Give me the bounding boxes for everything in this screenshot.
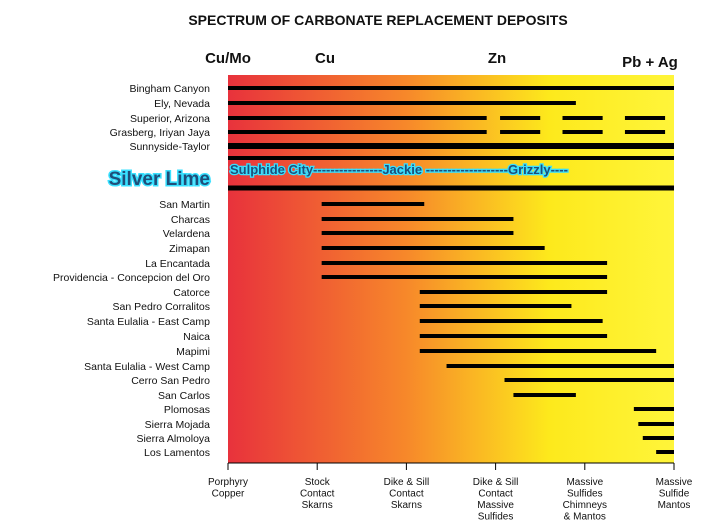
x-tick-label-4-line-3: & Mantos [564, 512, 606, 523]
bar-superior-arizona-3 [624, 116, 666, 120]
x-tick-label-4-line-0: Massive [566, 477, 603, 488]
silver-lime-label: Silver Lime [109, 169, 210, 190]
x-tick-label-0-line-1: Copper [212, 489, 245, 500]
x-tick-label-0-line-0: Porphyry [208, 477, 248, 488]
bar-superior-arizona-2 [562, 116, 603, 120]
x-tick-label-1-line-0: Stock [305, 477, 331, 488]
bar-los-lamentos-0 [656, 450, 674, 454]
x-tick-label-5-line-2: Mantos [658, 500, 691, 511]
row-label-la-encantada: La Encantada [145, 258, 210, 270]
bar-mapimi-0 [419, 349, 657, 353]
bar-san-martin-0 [321, 202, 425, 206]
row-label-zimapan: Zimapan [169, 243, 210, 255]
x-tick-label-1: Stock Contact Skarns [300, 477, 335, 511]
bar-catorce-0 [419, 290, 608, 294]
row-label-providencia-concepcion-del-oro: Providencia - Concepcion del Oro [53, 272, 210, 284]
x-tick-label-3-line-0: Dike & Sill [473, 477, 519, 488]
x-tick-label-5: Massive Sulfide Mantos [656, 477, 693, 511]
bar-san-carlos-0 [513, 393, 576, 397]
bar-velardena-0 [321, 231, 514, 235]
bar-sierra-almoloya-0 [642, 436, 674, 440]
x-tick-label-2-line-0: Dike & Sill [384, 477, 430, 488]
bar-zimapan-0 [321, 246, 545, 250]
x-tick-label-3-line-1: Contact [478, 489, 513, 500]
row-label-san-martin: San Martin [159, 199, 210, 211]
bar-superior-arizona-1 [500, 116, 541, 120]
bar-ely-nevada-0 [228, 101, 576, 105]
deposit-rows: Bingham Canyon Ely, Nevada Superior, Arizo… [53, 83, 674, 459]
bar-naica-0 [419, 334, 608, 338]
zone-label-pb-ag: Pb + Ag [622, 54, 678, 71]
x-tick-label-4: Massive Sulfides Chimneys & Mantos [563, 477, 607, 523]
bar-plomosas-0 [633, 407, 674, 411]
bar-providencia-concepcion-del-oro-0 [321, 275, 608, 279]
row-label-naica: Naica [183, 331, 210, 343]
x-tick-label-2-line-2: Skarns [391, 500, 422, 511]
x-tick-label-3: Dike & Sill Contact Massive Sulfides [473, 477, 519, 523]
x-tick-label-2-line-1: Contact [389, 489, 424, 500]
x-tick-label-1-line-1: Contact [300, 489, 335, 500]
bar-grasberg-iriyan-jaya-1 [500, 130, 541, 134]
bar-bingham-canyon-0 [228, 86, 674, 90]
silver-lime-band-text: Sulphide City----------------Jackie ----… [230, 162, 568, 177]
row-label-charcas: Charcas [171, 214, 210, 226]
bar-santa-eulalia-east-camp-0 [419, 319, 603, 323]
row-label-velardena: Velardena [163, 228, 210, 240]
bar-cerro-san-pedro-0 [504, 378, 674, 382]
row-label-sierra-mojada: Sierra Mojada [145, 419, 211, 431]
bar-grasberg-iriyan-jaya-0 [228, 130, 487, 134]
x-tick-label-2: Dike & Sill Contact Skarns [384, 477, 430, 511]
bar-superior-arizona-0 [228, 116, 487, 120]
x-tick-label-1-line-2: Skarns [302, 500, 333, 511]
x-tick-label-5-line-0: Massive [656, 477, 693, 488]
zone-label-zn: Zn [488, 50, 506, 67]
row-label-grasberg-iriyan-jaya: Grasberg, Iriyan Jaya [110, 127, 211, 139]
row-label-santa-eulalia-west-camp: Santa Eulalia - West Camp [84, 361, 210, 373]
bar-grasberg-iriyan-jaya-2 [562, 130, 603, 134]
row-label-catorce: Catorce [173, 287, 210, 299]
zone-label-cu: Cu [315, 50, 335, 67]
spectrum-gradient-panel [228, 75, 674, 463]
x-tick-label-5-line-1: Sulfide [659, 489, 690, 500]
row-label-sierra-almoloya: Sierra Almoloya [136, 433, 210, 445]
bar-santa-eulalia-west-camp-0 [446, 364, 674, 368]
row-label-mapimi: Mapimi [176, 346, 210, 358]
bar-charcas-0 [321, 217, 514, 221]
bar-sunnyside-taylor-0 [228, 143, 674, 149]
x-tick-label-3-line-3: Sulfides [478, 512, 514, 523]
row-label-bingham-canyon: Bingham Canyon [129, 83, 210, 95]
row-label-santa-eulalia-east-camp: Santa Eulalia - East Camp [87, 316, 210, 328]
chart-title: SPECTRUM OF CARBONATE REPLACEMENT DEPOSI… [188, 12, 567, 28]
row-label-san-pedro-corralitos: San Pedro Corralitos [113, 301, 210, 313]
bar-la-encantada-0 [321, 261, 608, 265]
row-label-superior-arizona: Superior, Arizona [130, 113, 210, 125]
row-label-plomosas: Plomosas [164, 404, 210, 416]
bar-sierra-mojada-0 [638, 422, 674, 426]
x-tick-label-3-line-2: Massive [477, 500, 514, 511]
row-label-sunnyside-taylor: Sunnyside-Taylor [129, 141, 210, 153]
row-label-san-carlos: San Carlos [158, 390, 210, 402]
x-tick-label-4-line-2: Chimneys [563, 500, 607, 511]
bar-san-pedro-corralitos-0 [419, 304, 572, 308]
row-label-cerro-san-pedro: Cerro San Pedro [131, 375, 210, 387]
row-label-los-lamentos: Los Lamentos [144, 447, 210, 459]
zone-label-cu-mo: Cu/Mo [205, 50, 251, 67]
x-tick-label-0: Porphyry Copper [208, 477, 248, 500]
row-label-ely-nevada: Ely, Nevada [154, 98, 210, 110]
x-tick-label-4-line-1: Sulfides [567, 489, 603, 500]
bar-grasberg-iriyan-jaya-3 [624, 130, 666, 134]
